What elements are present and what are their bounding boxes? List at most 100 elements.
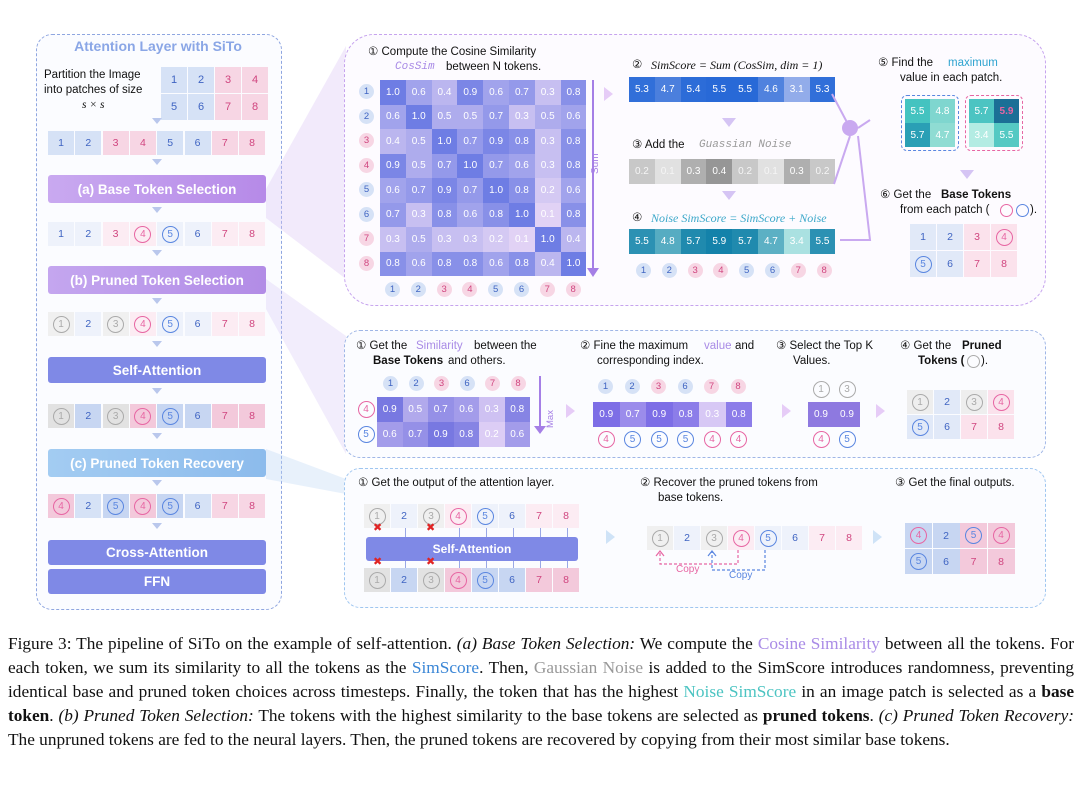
b-max-cell: 0.3 [699, 402, 726, 427]
output-token: 4 [992, 527, 1010, 544]
token: 8 [239, 312, 266, 336]
simscore-row-cell: 4.6 [758, 77, 784, 102]
patch-cell: 8 [242, 94, 268, 120]
b-sim-cell: 0.2 [479, 422, 505, 447]
token: 8 [553, 568, 579, 592]
matrix-cell: 0.3 [457, 227, 484, 252]
caption-nsim: Noise SimScore [683, 682, 797, 701]
b-sim-cell: 0.5 [402, 397, 428, 422]
connector-line [540, 528, 541, 537]
blue-patch-cell: 4.7 [930, 123, 955, 147]
flow-arrow [152, 298, 162, 304]
noise-row-cell: 0.3 [680, 159, 707, 184]
noise-simscore-row-cell: 4.8 [654, 229, 681, 254]
patch-cell: 6 [188, 94, 214, 120]
grid-token: 3 [964, 224, 990, 250]
token: 8 [836, 526, 862, 550]
copy-label-2: Copy [729, 570, 753, 581]
caption-gauss: Gaussian Noise [533, 658, 643, 677]
connector-line [513, 561, 514, 568]
b-max-index: 5 [624, 430, 641, 448]
flow-arrow [152, 433, 162, 439]
b-sim-cell: 0.6 [504, 422, 530, 447]
grid-token: 7 [964, 251, 990, 277]
simscore-row-cell: 4.7 [654, 77, 681, 102]
caption-cos: Cosine Similarity [757, 634, 880, 653]
matrix-cell: 0.5 [431, 104, 458, 129]
base-token: 5 [107, 497, 125, 515]
pruned-token: 3 [422, 507, 440, 525]
max-arrow [539, 376, 541, 428]
token: 7 [211, 312, 238, 336]
matrix-cell: 0.7 [380, 202, 406, 227]
max-label: Max [545, 410, 556, 428]
b-step1-others: and others. [448, 355, 506, 367]
connector-line [567, 528, 568, 537]
caption-t9: . [869, 706, 874, 725]
caption-t5: is added to the SimScore introduces rand… [8, 658, 1074, 701]
matrix-cell: 0.4 [560, 227, 587, 252]
pruned-token: 1 [651, 529, 669, 547]
b-step2-line2: corresponding index. [597, 355, 704, 367]
matrix-cell: 0.6 [380, 178, 406, 203]
b-header-id: 7 [485, 376, 500, 391]
b-max-index: 4 [703, 430, 721, 448]
simscore-row-cell: 5.5 [706, 77, 733, 102]
c-step1: ① Get the output of the attention layer. [358, 477, 555, 489]
matrix-col-label: 3 [436, 282, 452, 297]
b-max-cell: 0.7 [619, 402, 646, 427]
noise-simscore-id: 3 [687, 263, 703, 278]
matrix-cell: 0.6 [560, 104, 587, 129]
pink-patch-cell: 3.4 [969, 123, 994, 147]
token: 1 [48, 222, 74, 246]
output-token: 2 [932, 523, 960, 548]
b-max-cell: 0.9 [593, 402, 620, 427]
matrix-cell: 0.7 [483, 153, 509, 178]
matrix-cell: 0.3 [509, 104, 535, 129]
base-token: 4 [732, 529, 750, 547]
base-token: 5 [161, 225, 179, 243]
b-sim-cell: 0.8 [453, 422, 479, 447]
token: 2 [75, 222, 102, 246]
base-token: 5 [161, 497, 179, 515]
noise-simscore-row-cell: 5.7 [732, 229, 758, 254]
pruned-token-recovery-stage: (c) Pruned Token Recovery [48, 449, 266, 477]
token: 6 [184, 494, 211, 518]
connector-line [486, 528, 487, 537]
base-token: 5 [161, 315, 179, 333]
b-step1-base: Base Tokens [373, 355, 444, 367]
b-header-id: 8 [510, 376, 526, 391]
matrix-cell: 0.4 [380, 129, 406, 154]
a-step6-label: ⑥ Get the [880, 189, 932, 201]
pruned-token: 3 [422, 571, 440, 589]
caption-t7: . [49, 706, 54, 725]
simscore-row-cell: 5.4 [680, 77, 707, 102]
noise-simscore-row-cell: 5.7 [680, 229, 707, 254]
simscore-row-cell: 5.3 [809, 77, 836, 102]
output-token: 6 [932, 549, 960, 574]
matrix-cell: 0.8 [509, 129, 535, 154]
grid-token: 2 [937, 224, 963, 250]
base-token: 5 [476, 571, 494, 589]
plus-connectors [831, 93, 872, 241]
token: 2 [75, 131, 102, 155]
connector-line [405, 528, 406, 537]
base-token: 4 [134, 497, 152, 515]
a-step1-line2: between N tokens. [446, 61, 542, 73]
token: 8 [239, 131, 266, 155]
matrix-cell: 0.8 [509, 178, 535, 203]
pruned-token: 1 [368, 507, 386, 525]
blue-patch-cell: 5.5 [905, 99, 930, 123]
connector-line [459, 561, 460, 568]
b-sim-cell: 0.6 [453, 397, 479, 422]
noise-row-cell: 0.3 [783, 159, 810, 184]
b-max-header: 3 [651, 379, 666, 394]
matrix-row-label: 5 [359, 182, 374, 197]
partition-line-1: Partition the Image [44, 69, 141, 81]
caption-t10: The unpruned tokens are fed to the neura… [8, 730, 950, 749]
topk-index: 4 [812, 430, 830, 448]
b-step1-line1b: between the [474, 340, 537, 352]
token: 2 [75, 494, 102, 518]
matrix-cell: 0.9 [483, 129, 509, 154]
matrix-cell: 0.6 [380, 104, 406, 129]
